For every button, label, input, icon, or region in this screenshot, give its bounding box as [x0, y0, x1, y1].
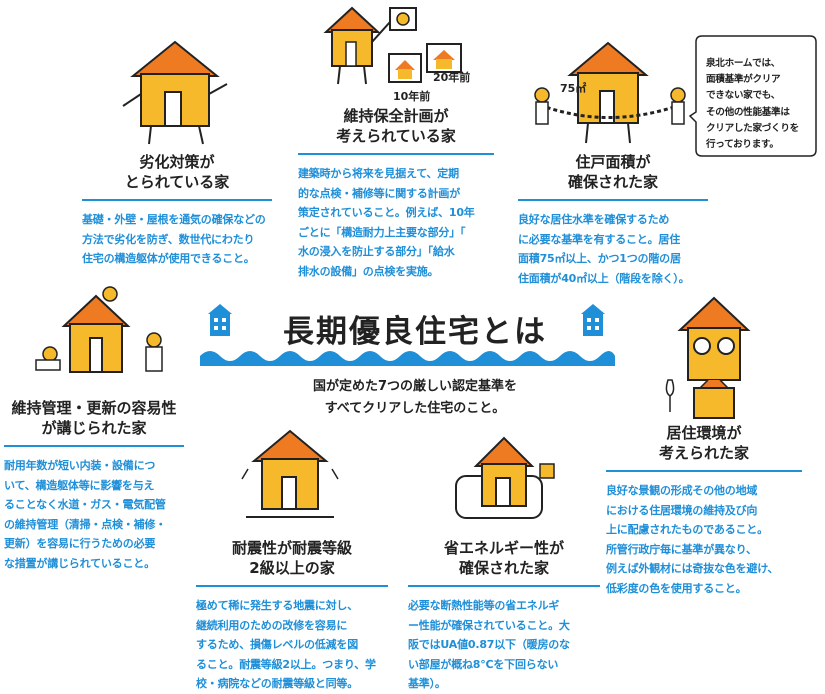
divider	[82, 199, 272, 201]
building-icon-left	[208, 304, 232, 336]
card-energy: 省エネルギー性が 確保された家 必要な断熱性能等の省エネルギ ー性能が確保されて…	[408, 538, 600, 694]
house-camera-illustration	[323, 6, 417, 85]
card-title: 省エネルギー性が 確保された家	[443, 539, 564, 577]
card-title: 維持保全計画が 考えられている家	[336, 107, 456, 145]
card-title: 住戸面積が 確保された家	[567, 153, 658, 191]
card-body: 良好な景観の形成その他の地域 における住居環境の維持及び向 上に配慮されたもので…	[606, 484, 779, 595]
page-title: 長期優良住宅とは	[283, 314, 547, 350]
card-title: 劣化対策が とられている家	[124, 153, 230, 191]
bubble-text: 泉北ホームでは、 面積基準がクリア できない家でも、 その他の性能基準は クリア…	[706, 58, 799, 151]
house-energy-illustration	[455, 436, 555, 519]
speech-bubble	[688, 35, 817, 157]
divider	[518, 199, 708, 201]
card-deterioration: 劣化対策が とられている家 基礎・外壁・屋根を通気の確保などの 方法で劣化を防ぎ…	[82, 152, 272, 269]
house-earthquake-illustration	[241, 429, 339, 518]
card-title: 居住環境が 考えられた家	[658, 424, 749, 462]
house-measuring-illustration	[534, 41, 686, 144]
card-body: 基礎・外壁・屋根を通気の確保などの 方法で劣化を防ぎ、数世代にわたり 住宅の構造…	[82, 213, 266, 265]
card-title: 耐震性が耐震等級 2級以上の家	[231, 539, 352, 577]
card-body: 建築時から将来を見据えて、定期 的な点検・補修等に関する計画が 策定されているこ…	[298, 167, 475, 278]
divider	[4, 445, 184, 447]
wave-divider	[200, 351, 615, 366]
card-body: 良好な居住水準を確保するため に必要な基準を有すること。居住 面積75㎡以上、か…	[518, 213, 690, 285]
card-body: 極めて稀に発生する地震に対し、 継続利用のための改修を容易に するため、損傷レベ…	[196, 599, 376, 690]
card-maintenance-plan: 維持保全計画が 考えられている家 建築時から将来を見据えて、定期 的な点検・補修…	[298, 106, 494, 281]
divider	[606, 470, 802, 472]
card-body: 耐用年数が短い内装・設備につ いて、構造躯体等に影響を与え ることなく水道・ガス…	[4, 459, 166, 570]
card-environment: 居住環境が 考えられた家 良好な景観の形成その他の地域 における住居環境の維持及…	[606, 423, 802, 598]
card-floor-area: 住戸面積が 確保された家 良好な居住水準を確保するため に必要な基準を有すること…	[518, 152, 708, 288]
area-label: 75㎡	[560, 82, 587, 95]
house-deterioration-illustration	[122, 40, 228, 145]
card-seismic: 耐震性が耐震等級 2級以上の家 極めて稀に発生する地震に対し、 継続利用のための…	[196, 538, 388, 694]
ten-years-label: 10年前	[393, 90, 431, 103]
divider	[298, 153, 494, 155]
divider	[196, 585, 388, 587]
photo-frames-illustration	[388, 43, 462, 83]
card-ease-of-maintenance: 維持管理・更新の容易性 が講じられた家 耐用年数が短い内装・設備につ いて、構造…	[4, 398, 184, 573]
divider	[408, 585, 600, 587]
card-title: 維持管理・更新の容易性 が講じられた家	[11, 399, 177, 437]
twenty-years-label: 20年前	[433, 71, 471, 84]
house-glasses-illustration	[665, 296, 751, 419]
building-icon-right	[581, 304, 605, 336]
page-subtitle: 国が定めた7つの厳しい認定基準を すべてクリアした住宅のこと。	[312, 379, 518, 416]
card-body: 必要な断熱性能等の省エネルギ ー性能が確保されていること。大 阪ではUA値0.8…	[408, 599, 570, 690]
house-workers-illustration	[35, 286, 163, 373]
